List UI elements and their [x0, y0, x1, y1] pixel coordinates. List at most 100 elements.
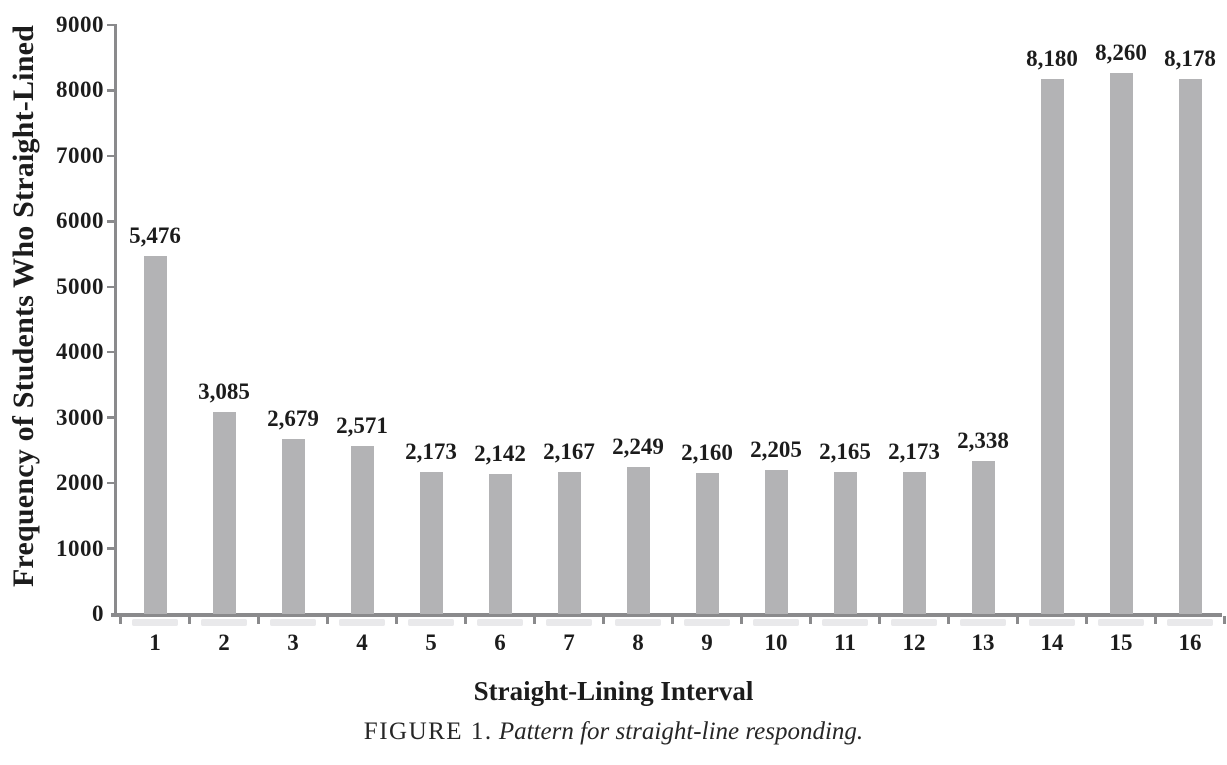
x-axis-line	[111, 613, 1222, 617]
x-axis-tick-label: 12	[902, 630, 926, 655]
bar-reflection	[201, 619, 247, 626]
bar	[1040, 79, 1064, 614]
y-axis-tick	[107, 154, 116, 158]
bar	[557, 472, 581, 614]
bar	[764, 470, 788, 614]
bar-value-label: 2,173	[405, 439, 457, 464]
bar-reflection	[1098, 619, 1144, 626]
bar-value-label: 5,476	[129, 223, 181, 248]
y-axis-tick	[107, 220, 116, 223]
x-axis-tick	[326, 616, 329, 624]
y-axis-tick-label: 5000	[56, 273, 104, 299]
y-axis-tick-label: 8000	[56, 77, 104, 103]
x-axis-tick-label: 2	[218, 630, 230, 655]
y-axis-tick-label: 0	[92, 601, 104, 626]
bar-reflection	[615, 619, 661, 626]
bar-reflection	[753, 619, 799, 626]
x-axis-tick-label: 8	[632, 630, 644, 655]
bar-reflection	[408, 619, 454, 626]
y-axis-tick	[107, 285, 116, 289]
x-axis-tick	[1016, 616, 1019, 624]
bar-value-label: 2,205	[750, 437, 802, 462]
bar-reflection	[960, 619, 1006, 626]
bar-value-label: 8,260	[1095, 40, 1147, 65]
y-axis-title: Frequency of Students Who Straight-Lined	[7, 25, 40, 587]
x-axis-tick-label: 1	[149, 630, 161, 655]
bar	[971, 461, 995, 614]
y-axis-tick-label: 9000	[56, 12, 104, 37]
x-axis-tick-label: 13	[971, 630, 995, 655]
bar-value-label: 2,571	[336, 413, 388, 438]
x-axis-tick	[809, 616, 812, 624]
x-axis-tick	[1223, 616, 1226, 624]
bar-value-label: 3,085	[198, 379, 250, 404]
x-axis-tick-label: 4	[356, 630, 368, 655]
bar	[143, 256, 167, 614]
x-axis-tick	[878, 616, 881, 624]
bar	[488, 474, 512, 614]
bar-value-label: 2,160	[681, 440, 733, 465]
bar	[350, 446, 374, 614]
x-axis-tick-label: 9	[701, 630, 713, 655]
bar-value-label: 8,178	[1164, 46, 1216, 71]
caption-prefix: FIGURE 1.	[363, 718, 493, 745]
bar-reflection	[891, 619, 937, 626]
bar-value-label: 8,180	[1026, 46, 1078, 71]
bar-reflection	[684, 619, 730, 626]
bar-reflection	[1029, 619, 1075, 626]
bar	[626, 467, 650, 614]
y-axis-tick-label: 7000	[56, 142, 104, 168]
y-axis-tick	[107, 416, 116, 419]
x-axis-tick	[602, 616, 605, 624]
bar-value-label: 2,167	[543, 439, 595, 464]
bar-reflection	[270, 619, 316, 626]
x-axis-tick-label: 11	[834, 630, 856, 655]
bar	[833, 472, 857, 614]
x-axis-tick	[671, 616, 674, 624]
x-axis-tick-label: 16	[1178, 630, 1202, 655]
figure-caption: FIGURE 1. Pattern for straight-line resp…	[0, 718, 1227, 746]
x-axis-tick	[119, 616, 122, 624]
x-axis-tick	[947, 616, 950, 624]
bar-value-label: 2,165	[819, 439, 871, 464]
bar	[212, 412, 236, 614]
bar-value-label: 2,338	[957, 428, 1009, 453]
x-axis-tick	[395, 616, 398, 624]
bar-value-label: 2,679	[267, 406, 319, 431]
bar-reflection	[339, 619, 385, 626]
x-axis-tick	[1154, 616, 1157, 624]
x-axis-tick-label: 15	[1109, 630, 1133, 655]
bar-reflection	[477, 619, 523, 626]
bar	[902, 472, 926, 614]
y-axis-tick	[107, 547, 116, 550]
bar-reflection	[822, 619, 868, 626]
y-axis-tick	[107, 23, 116, 27]
bar-value-label: 2,173	[888, 439, 940, 464]
bar-value-label: 2,249	[612, 434, 664, 459]
y-axis-tick-label: 2000	[56, 470, 104, 496]
bar	[1178, 79, 1202, 614]
x-axis-tick	[257, 616, 260, 624]
bar-reflection	[132, 619, 178, 626]
bar	[1109, 73, 1133, 614]
caption-text: Pattern for straight-line responding.	[498, 718, 864, 745]
y-axis-tick	[107, 481, 116, 485]
y-axis-tick	[107, 89, 116, 92]
x-axis-tick-label: 5	[425, 630, 437, 655]
x-axis-tick	[1085, 616, 1088, 624]
x-axis-tick	[464, 616, 467, 624]
x-axis-tick-label: 14	[1040, 630, 1064, 655]
x-axis-tick	[533, 616, 536, 624]
y-axis-line	[114, 24, 117, 617]
x-axis-tick-label: 6	[494, 630, 506, 655]
y-axis-tick-label: 6000	[56, 208, 104, 234]
y-axis-tick-label: 1000	[56, 535, 104, 561]
bar	[281, 439, 305, 614]
x-axis-tick-label: 3	[287, 630, 299, 655]
bar	[695, 473, 719, 614]
bar-reflection	[546, 619, 592, 626]
x-axis-tick	[740, 616, 743, 624]
x-axis-tick	[188, 616, 191, 624]
